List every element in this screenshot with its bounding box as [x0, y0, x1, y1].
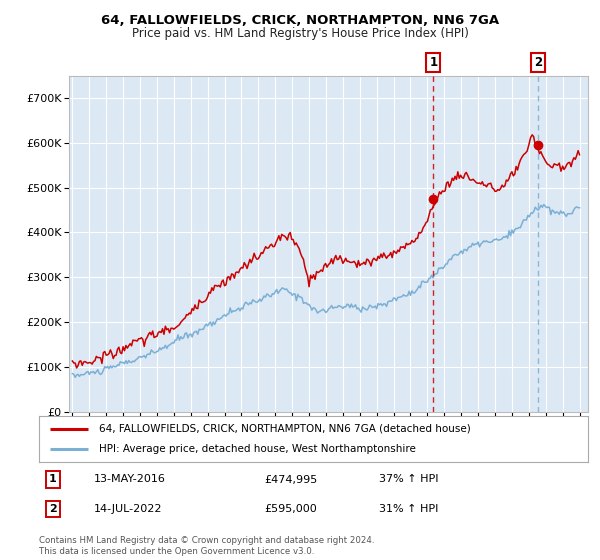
Text: £595,000: £595,000	[264, 504, 317, 514]
Text: 64, FALLOWFIELDS, CRICK, NORTHAMPTON, NN6 7GA: 64, FALLOWFIELDS, CRICK, NORTHAMPTON, NN…	[101, 14, 499, 27]
Text: 2: 2	[534, 55, 542, 69]
Text: 31% ↑ HPI: 31% ↑ HPI	[379, 504, 439, 514]
Text: HPI: Average price, detached house, West Northamptonshire: HPI: Average price, detached house, West…	[100, 444, 416, 454]
Text: Contains HM Land Registry data © Crown copyright and database right 2024.
This d: Contains HM Land Registry data © Crown c…	[39, 536, 374, 556]
Text: 37% ↑ HPI: 37% ↑ HPI	[379, 474, 439, 484]
Text: 1: 1	[49, 474, 56, 484]
Text: 1: 1	[430, 55, 437, 69]
Text: 2: 2	[49, 504, 56, 514]
Text: 13-MAY-2016: 13-MAY-2016	[94, 474, 166, 484]
Text: £474,995: £474,995	[264, 474, 317, 484]
Text: 14-JUL-2022: 14-JUL-2022	[94, 504, 163, 514]
Text: Price paid vs. HM Land Registry's House Price Index (HPI): Price paid vs. HM Land Registry's House …	[131, 27, 469, 40]
Text: 64, FALLOWFIELDS, CRICK, NORTHAMPTON, NN6 7GA (detached house): 64, FALLOWFIELDS, CRICK, NORTHAMPTON, NN…	[100, 424, 471, 434]
